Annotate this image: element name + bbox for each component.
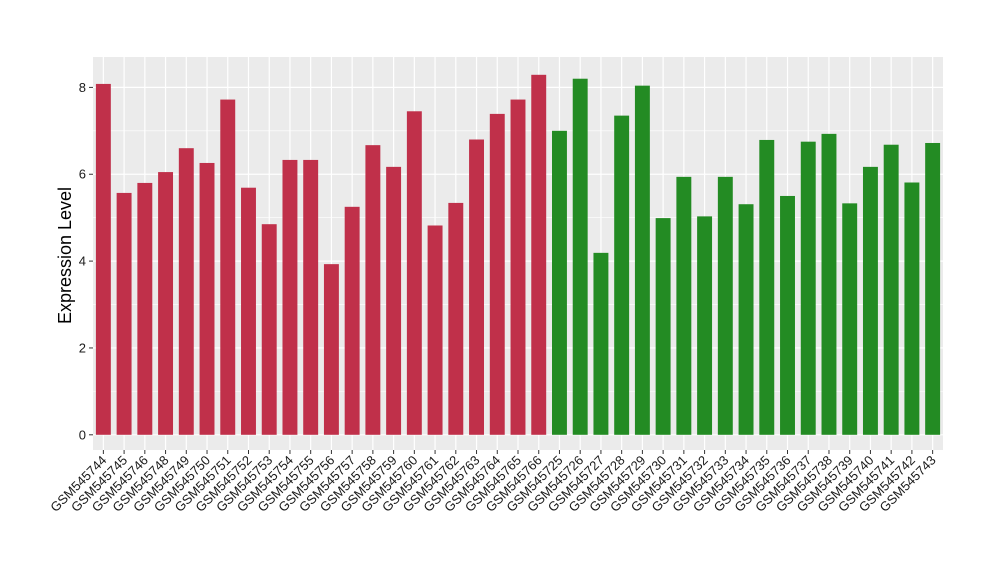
y-axis: 0 2 4 6 8 — [79, 80, 93, 442]
bar-GSM545754 — [282, 159, 298, 435]
y-tick-label: 6 — [79, 167, 86, 182]
bar-GSM545765 — [510, 99, 526, 435]
bar-GSM545730 — [655, 218, 671, 435]
bar-GSM545757 — [344, 206, 360, 435]
bar-GSM545749 — [178, 148, 194, 435]
bar-GSM545741 — [883, 144, 899, 435]
bar-GSM545745 — [116, 192, 132, 435]
bar-GSM545750 — [199, 162, 215, 435]
bar-GSM545731 — [676, 176, 692, 435]
bar-GSM545766 — [531, 74, 547, 435]
bar-GSM545742 — [904, 182, 920, 435]
bar-GSM545759 — [386, 166, 402, 435]
bar-GSM545763 — [469, 139, 484, 435]
bar-GSM545748 — [158, 172, 174, 435]
bar-GSM545738 — [821, 133, 837, 435]
bar-GSM545743 — [925, 142, 941, 435]
bar-GSM545729 — [634, 85, 650, 435]
bar-GSM545739 — [842, 203, 858, 435]
bar-GSM545734 — [738, 204, 754, 435]
bar-GSM545736 — [780, 195, 795, 435]
bar-GSM545762 — [448, 202, 464, 435]
bar-GSM545728 — [614, 115, 630, 435]
bar-GSM545761 — [427, 225, 443, 435]
bar-GSM545727 — [593, 252, 609, 435]
bar-GSM545725 — [552, 130, 567, 435]
y-axis-title: Expression Level — [55, 187, 75, 324]
bar-GSM545764 — [489, 113, 505, 435]
bar-GSM545733 — [717, 176, 733, 435]
bar-GSM545753 — [261, 224, 277, 435]
bars — [95, 74, 941, 435]
bar-GSM545740 — [862, 166, 878, 435]
y-tick-label: 2 — [79, 340, 86, 355]
bar-GSM545726 — [572, 78, 588, 435]
bar-GSM545752 — [241, 187, 256, 435]
y-tick-label: 4 — [79, 254, 86, 269]
bar-GSM545737 — [800, 141, 816, 435]
bar-GSM545746 — [137, 182, 153, 435]
bar-GSM545732 — [697, 216, 713, 435]
bar-GSM545755 — [303, 159, 319, 435]
y-tick-label: 0 — [79, 427, 86, 442]
bar-GSM545735 — [759, 139, 775, 435]
bar-GSM545756 — [323, 264, 339, 435]
bar-GSM545744 — [95, 83, 111, 435]
bar-GSM545760 — [406, 111, 422, 435]
y-tick-label: 8 — [79, 80, 86, 95]
bar-GSM545751 — [220, 99, 236, 435]
x-axis: GSM545744GSM545745GSM545746GSM545748GSM5… — [47, 450, 939, 515]
bar-GSM545758 — [365, 145, 381, 435]
